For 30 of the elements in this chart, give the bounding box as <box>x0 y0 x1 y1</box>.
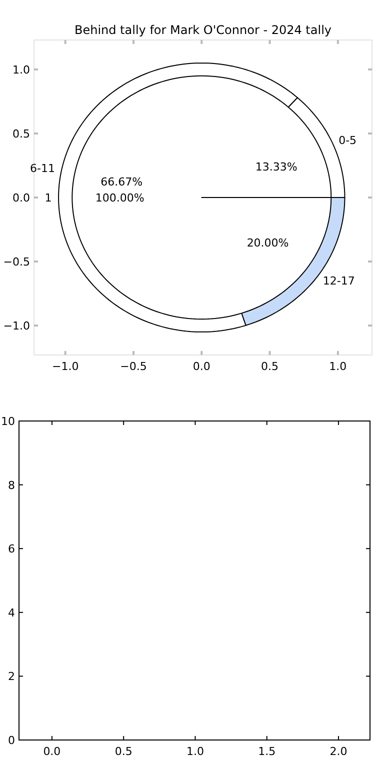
y-tick-label: 2 <box>8 670 15 684</box>
y-tick-label: 0.5 <box>12 127 30 140</box>
x-tick-label: 1.0 <box>329 360 347 373</box>
slice-label: 0-5 <box>338 134 357 148</box>
x-tick-label: 0.0 <box>43 745 61 758</box>
chart-title: Behind tally for Mark O'Connor - 2024 tally <box>74 23 332 37</box>
data-label: 66.67% <box>100 176 143 189</box>
x-tick-label: 1.5 <box>258 745 276 758</box>
x-tick-label: −0.5 <box>120 360 147 373</box>
x-tick-label: −1.0 <box>52 360 79 373</box>
y-tick-label: 1.0 <box>12 63 30 76</box>
data-label: 100.00% <box>95 192 144 204</box>
y-tick-label: −0.5 <box>3 256 30 269</box>
y-tick-label: −1.0 <box>3 320 30 333</box>
y-tick-label: 8 <box>8 478 15 492</box>
data-label: 20.00% <box>246 236 289 250</box>
data-label: 13.33% <box>255 160 298 174</box>
y-tick-label: 4 <box>8 606 15 620</box>
x-tick-label: 1.0 <box>186 745 204 758</box>
slice-label: 12-17 <box>322 274 355 288</box>
y-tick-label: 6 <box>8 542 15 556</box>
x-tick-label: 0.5 <box>114 745 132 758</box>
x-tick-label: 2.0 <box>330 745 348 758</box>
y-tick-label: 10 <box>1 415 15 428</box>
x-tick-label: 0.0 <box>192 360 210 373</box>
y-tick-label: 0 <box>8 734 15 747</box>
y-tick-label: 0.0 <box>12 192 30 204</box>
slice-label: 6-11 <box>30 162 55 176</box>
x-tick-label: 0.5 <box>261 360 279 373</box>
slice-label: 1 <box>44 192 52 204</box>
